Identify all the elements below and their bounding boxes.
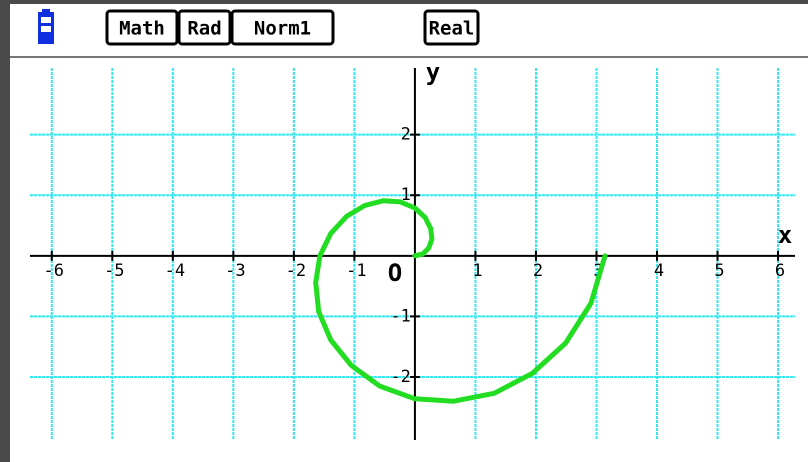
x-tick-label: -6 — [44, 261, 64, 281]
x-tick-label: -5 — [104, 261, 124, 281]
y-tick-label: -2 — [390, 367, 410, 387]
y-tick-label: -1 — [390, 306, 410, 326]
battery-icon — [38, 9, 54, 44]
x-tick-label: 5 — [714, 261, 724, 281]
origin-label: O — [388, 259, 402, 287]
calculator-screen: MathRadNorm1Real -6-5-4-3-2-1123456-2-11… — [0, 0, 808, 462]
x-tick-label: 1 — [472, 261, 482, 281]
x-tick-label: 6 — [775, 261, 785, 281]
battery-cell — [41, 17, 51, 23]
battery-cell — [41, 26, 51, 32]
x-tick-label: -1 — [346, 261, 366, 281]
x-tick-label: -4 — [165, 261, 185, 281]
status-item: Math — [119, 18, 165, 40]
x-axis-label: x — [778, 221, 792, 249]
status-item: Real — [429, 18, 475, 40]
screen-border-top — [0, 0, 808, 4]
x-tick-label: -3 — [225, 261, 245, 281]
x-tick-label: 2 — [533, 261, 543, 281]
x-tick-label: 4 — [654, 261, 664, 281]
battery-cap — [42, 9, 50, 13]
screen-border — [0, 0, 10, 462]
status-item: Rad — [187, 18, 221, 40]
y-axis-label: y — [426, 58, 440, 86]
status-item: Norm1 — [254, 18, 311, 40]
y-tick-label: 2 — [401, 125, 411, 145]
x-tick-label: -2 — [286, 261, 306, 281]
